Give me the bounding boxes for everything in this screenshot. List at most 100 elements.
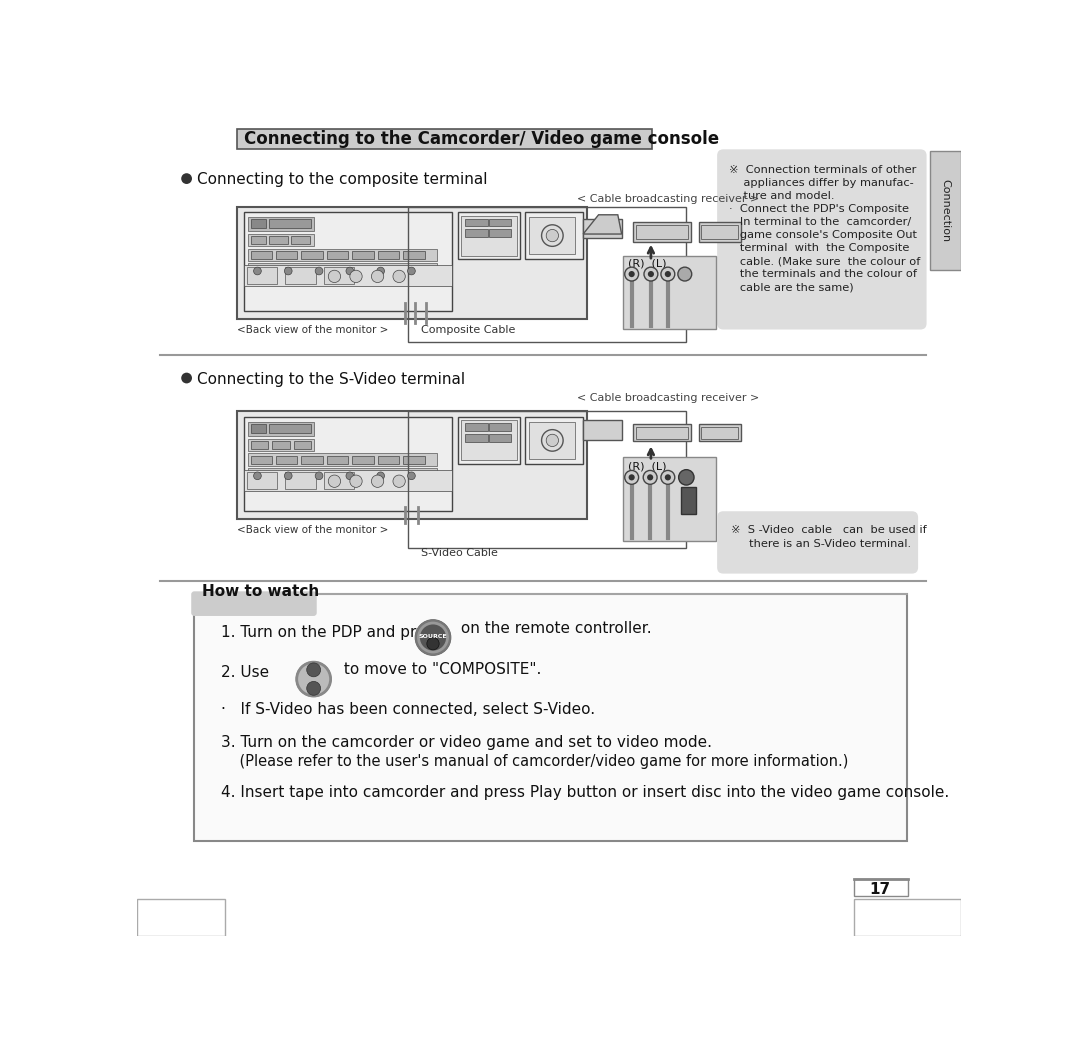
Bar <box>855 879 908 896</box>
Bar <box>301 456 322 464</box>
Bar <box>458 418 521 464</box>
Text: 3. Turn on the camcorder or video game and set to video mode.: 3. Turn on the camcorder or video game a… <box>222 734 712 749</box>
Circle shape <box>181 174 192 184</box>
Bar <box>248 453 437 466</box>
Text: 17: 17 <box>870 882 891 896</box>
Circle shape <box>408 472 416 480</box>
Bar <box>251 251 272 259</box>
Text: <Back view of the monitor >: <Back view of the monitor > <box>237 525 388 535</box>
Bar <box>248 217 314 231</box>
Circle shape <box>665 474 670 481</box>
Text: terminal  with  the Composite: terminal with the Composite <box>729 243 910 254</box>
Bar <box>269 220 312 228</box>
Text: How to watch: How to watch <box>202 585 319 600</box>
Text: (Please refer to the user's manual of camcorder/video game for more information.: (Please refer to the user's manual of ca… <box>222 754 848 769</box>
Bar <box>698 424 741 441</box>
Bar <box>408 411 685 548</box>
Circle shape <box>420 625 447 650</box>
Circle shape <box>644 267 658 281</box>
Text: ·   If S-Video has been connected, select S-Video.: · If S-Video has been connected, select … <box>222 702 595 717</box>
Bar <box>681 487 696 513</box>
Bar <box>465 219 487 226</box>
Bar <box>285 472 316 489</box>
Bar <box>251 220 266 228</box>
Circle shape <box>542 429 563 451</box>
Circle shape <box>661 267 675 281</box>
Circle shape <box>408 267 416 275</box>
Bar <box>276 251 298 259</box>
Text: < Cable broadcasting receiver >: < Cable broadcasting receiver > <box>577 194 759 204</box>
Text: Connecting to the Camcorder/ Video game console: Connecting to the Camcorder/ Video game … <box>244 130 720 148</box>
Bar <box>323 267 355 284</box>
Circle shape <box>427 638 439 650</box>
Circle shape <box>377 472 384 480</box>
Circle shape <box>306 682 320 695</box>
Circle shape <box>648 271 654 277</box>
Text: (R)  (L): (R) (L) <box>628 259 666 268</box>
Text: on the remote controller.: on the remote controller. <box>456 621 652 635</box>
FancyBboxPatch shape <box>718 511 918 573</box>
Text: cable. (Make sure  the colour of: cable. (Make sure the colour of <box>729 257 921 266</box>
Bar <box>408 207 685 342</box>
Bar <box>244 418 452 511</box>
Text: to move to "COMPOSITE".: to move to "COMPOSITE". <box>340 662 542 677</box>
Circle shape <box>350 270 362 283</box>
Bar <box>285 267 316 284</box>
Circle shape <box>393 476 405 487</box>
Circle shape <box>416 621 450 654</box>
Bar <box>194 594 906 841</box>
Bar <box>323 472 355 489</box>
Text: < Cable broadcasting receiver >: < Cable broadcasting receiver > <box>577 393 759 403</box>
Bar <box>623 256 715 328</box>
Bar <box>462 421 517 461</box>
Circle shape <box>629 474 635 481</box>
Circle shape <box>181 372 192 383</box>
Circle shape <box>624 470 638 484</box>
Bar <box>352 456 374 464</box>
Bar <box>293 441 312 449</box>
Circle shape <box>647 474 653 481</box>
Bar <box>489 229 511 237</box>
Bar <box>930 150 962 270</box>
Circle shape <box>350 476 362 487</box>
Circle shape <box>285 472 292 480</box>
Circle shape <box>297 662 331 696</box>
Circle shape <box>644 470 658 484</box>
Circle shape <box>393 270 405 283</box>
Bar <box>327 456 348 464</box>
Bar <box>246 267 277 284</box>
Bar <box>855 898 962 936</box>
Bar <box>237 411 587 519</box>
Bar <box>623 458 715 541</box>
Bar <box>529 217 575 255</box>
Bar <box>248 234 314 246</box>
Circle shape <box>624 267 638 281</box>
Text: ture and model.: ture and model. <box>729 190 835 201</box>
Bar <box>248 439 314 451</box>
Bar <box>465 424 487 431</box>
Bar <box>489 434 511 442</box>
Bar <box>248 263 437 279</box>
Text: 4. Insert tape into camcorder and press Play button or insert disc into the vide: 4. Insert tape into camcorder and press … <box>222 785 950 800</box>
Bar <box>269 237 288 244</box>
Bar <box>237 207 587 319</box>
Text: SOURCE: SOURCE <box>419 634 448 640</box>
Bar <box>378 251 399 259</box>
Text: ※  Connection terminals of other: ※ Connection terminals of other <box>729 165 917 175</box>
Bar <box>403 456 424 464</box>
Text: Connection: Connection <box>940 180 950 243</box>
FancyBboxPatch shape <box>192 591 317 616</box>
Circle shape <box>546 434 558 446</box>
Text: 2. Use: 2. Use <box>222 665 270 681</box>
FancyBboxPatch shape <box>718 149 926 329</box>
Bar <box>290 237 310 244</box>
Bar <box>698 222 741 242</box>
Circle shape <box>372 270 383 283</box>
Bar <box>403 251 424 259</box>
Bar <box>700 225 738 239</box>
Bar <box>251 424 266 432</box>
Text: ·  Connect the PDP's Composite: · Connect the PDP's Composite <box>729 204 909 214</box>
Bar <box>352 251 374 259</box>
Bar <box>251 456 272 464</box>
Text: <Back view of the monitor >: <Back view of the monitor > <box>237 325 388 335</box>
